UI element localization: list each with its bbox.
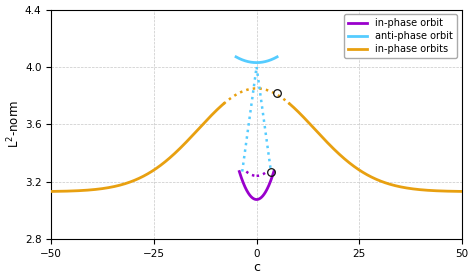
X-axis label: c: c bbox=[253, 262, 260, 274]
Y-axis label: L$^2$-norm: L$^2$-norm bbox=[6, 100, 22, 148]
Legend: in-phase orbit, anti-phase orbit, in-phase orbits: in-phase orbit, anti-phase orbit, in-pha… bbox=[344, 14, 457, 58]
